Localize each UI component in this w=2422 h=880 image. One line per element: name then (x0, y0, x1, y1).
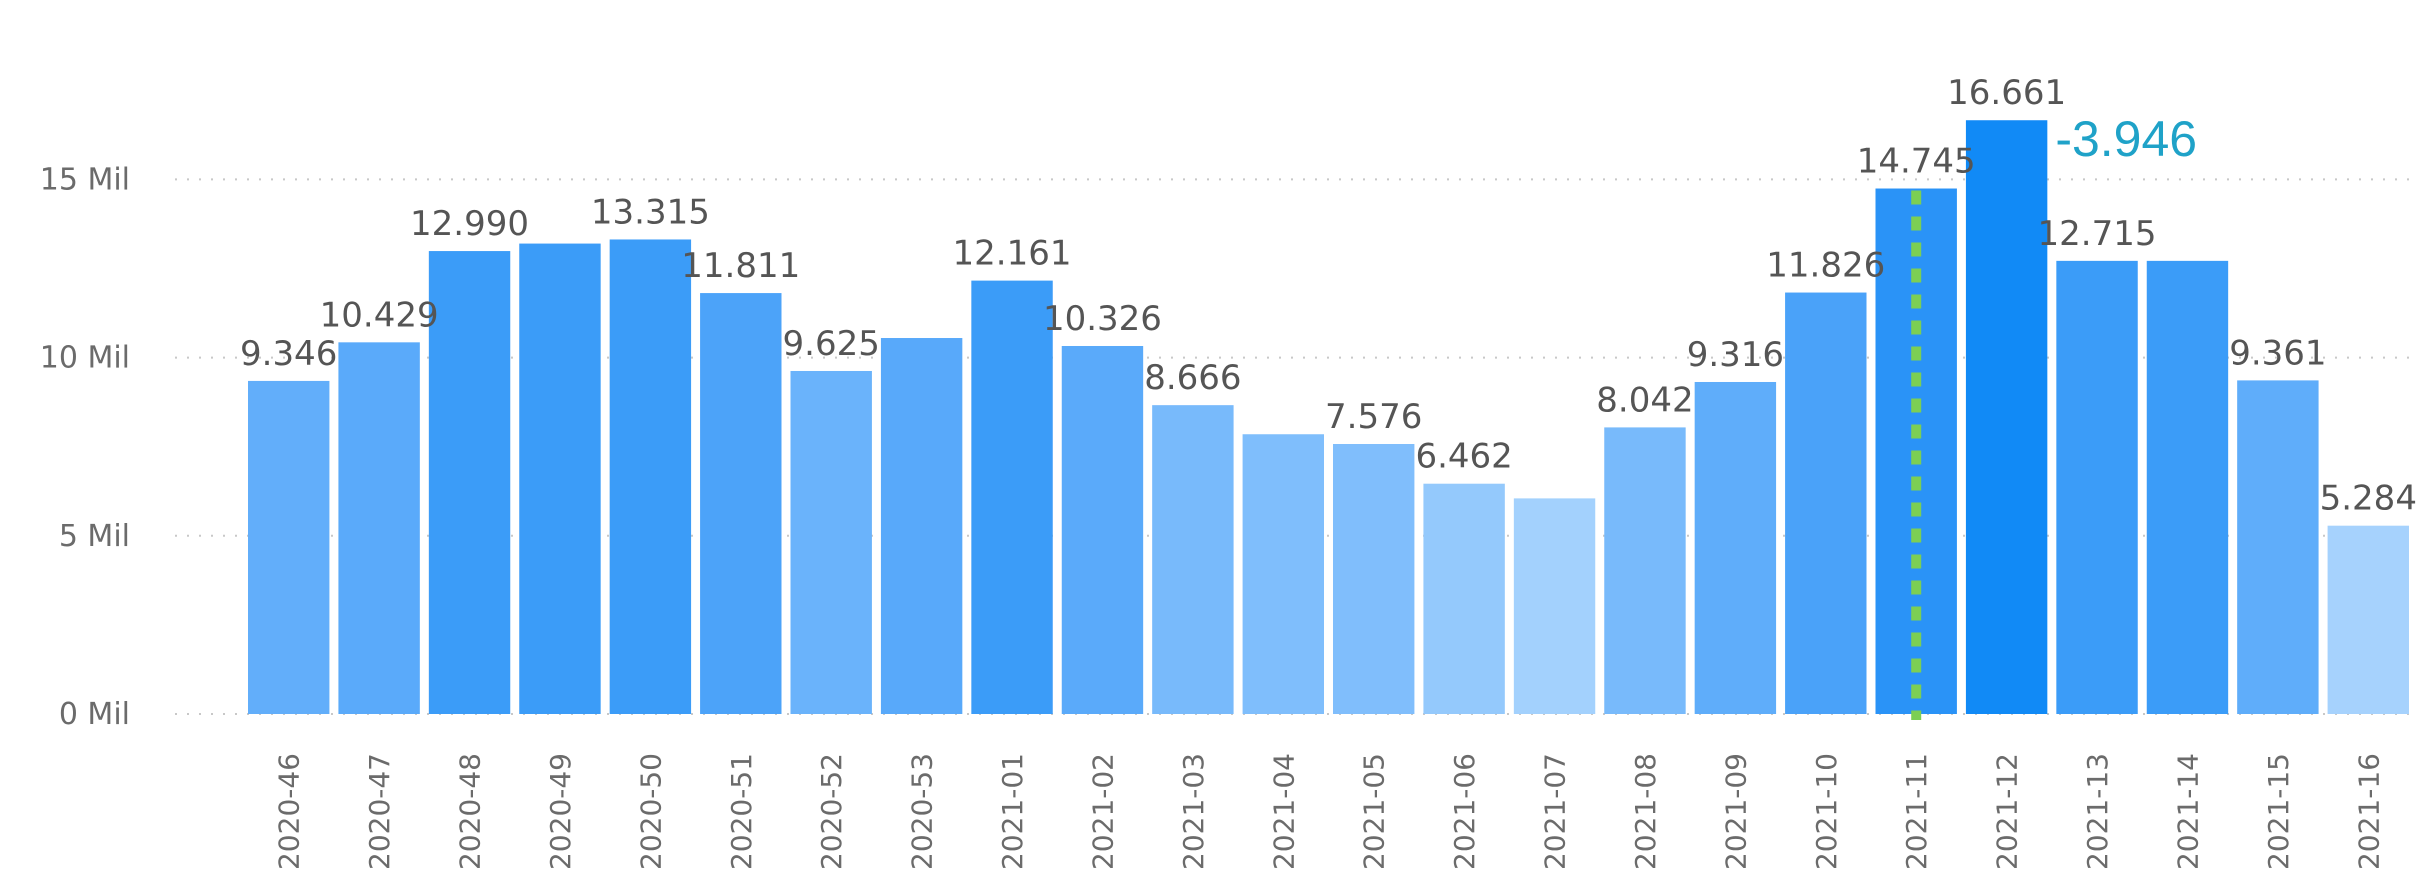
data-label: 7.576 (1325, 397, 1422, 437)
bar[interactable] (428, 251, 511, 714)
x-tick-label: 2021-16 (2352, 753, 2385, 870)
y-axis: 0 Mil 5 Mil 10 Mil 15 Mil (40, 162, 130, 732)
data-label: 11.826 (1766, 246, 1885, 286)
x-tick-label: 2021-05 (1358, 753, 1391, 870)
bar[interactable] (1152, 405, 1234, 714)
data-label: 9.361 (2229, 333, 2326, 373)
x-tick-label: 2020-46 (273, 753, 306, 870)
bar[interactable] (248, 380, 330, 714)
data-label: 12.990 (410, 204, 529, 244)
y-tick-label: 15 Mil (40, 162, 130, 197)
data-label: 8.666 (1144, 358, 1241, 398)
data-label: 5.284 (2320, 479, 2417, 519)
bar[interactable] (1965, 120, 2048, 714)
bar[interactable] (790, 370, 872, 714)
bar[interactable] (1061, 345, 1144, 714)
bar[interactable] (609, 239, 692, 714)
x-axis: 2020-46 2020-47 2020-48 2020-49 2020-50 2020-… (273, 753, 2386, 870)
x-tick-label: 2021-08 (1629, 753, 1662, 870)
x-tick-label: 2020-53 (906, 753, 939, 870)
x-tick-label: 2020-51 (725, 753, 758, 870)
data-label: 10.429 (320, 295, 439, 335)
bar[interactable] (338, 342, 420, 714)
data-label: 16.661 (1947, 73, 2066, 113)
x-tick-label: 2021-12 (1991, 753, 2024, 870)
bar[interactable] (1694, 381, 1777, 714)
x-tick-label: 2021-01 (996, 753, 1029, 870)
x-tick-label: 2020-52 (815, 753, 848, 870)
x-tick-label: 2021-03 (1177, 753, 1210, 870)
data-label: 12.161 (953, 234, 1072, 274)
x-tick-label: 2020-47 (363, 753, 396, 870)
bar[interactable] (1242, 434, 1324, 714)
data-label: 13.315 (591, 192, 710, 232)
x-tick-label: 2020-50 (634, 753, 667, 870)
x-tick-label: 2021-02 (1086, 753, 1119, 870)
bar[interactable] (1423, 483, 1505, 714)
x-tick-label: 2021-07 (1539, 753, 1572, 870)
data-label: 11.811 (681, 246, 800, 286)
difference-annotation: -3.946 (2055, 111, 2197, 167)
bar[interactable] (2146, 260, 2229, 714)
y-tick-label: 5 Mil (59, 519, 130, 554)
bar[interactable] (2056, 260, 2138, 714)
x-tick-label: 2020-48 (454, 753, 487, 870)
data-label: 12.715 (2038, 214, 2157, 254)
y-tick-label: 0 Mil (59, 697, 130, 732)
data-label: 10.326 (1043, 299, 1162, 339)
x-tick-label: 2021-10 (1810, 753, 1843, 870)
data-label: 14.745 (1857, 142, 1976, 182)
y-tick-label: 10 Mil (40, 341, 130, 376)
bars (248, 120, 2409, 714)
bar[interactable] (880, 338, 963, 714)
x-tick-label: 2021-13 (2081, 753, 2114, 870)
bar[interactable] (2237, 380, 2319, 714)
x-tick-label: 2021-04 (1267, 753, 1300, 870)
x-tick-label: 2021-15 (2262, 753, 2295, 870)
data-label: 9.346 (240, 334, 337, 374)
bar[interactable] (1333, 444, 1415, 714)
data-label: 9.625 (783, 324, 880, 364)
data-label: 8.042 (1596, 380, 1693, 420)
bar[interactable] (700, 293, 782, 714)
bar[interactable] (1513, 498, 1596, 714)
data-label: 6.462 (1415, 437, 1512, 477)
data-label: 9.316 (1687, 335, 1784, 375)
bar[interactable] (2327, 525, 2409, 714)
bar[interactable] (971, 280, 1053, 714)
x-tick-label: 2020-49 (544, 753, 577, 870)
x-tick-label: 2021-06 (1448, 753, 1481, 870)
bar[interactable] (1785, 292, 1867, 714)
bar[interactable] (1604, 427, 1686, 714)
x-tick-label: 2021-09 (1719, 753, 1752, 870)
x-tick-label: 2021-11 (1900, 753, 1933, 870)
overlays: -3.946 (1911, 111, 2197, 720)
bar[interactable] (519, 243, 601, 714)
x-tick-label: 2021-14 (2171, 753, 2204, 870)
